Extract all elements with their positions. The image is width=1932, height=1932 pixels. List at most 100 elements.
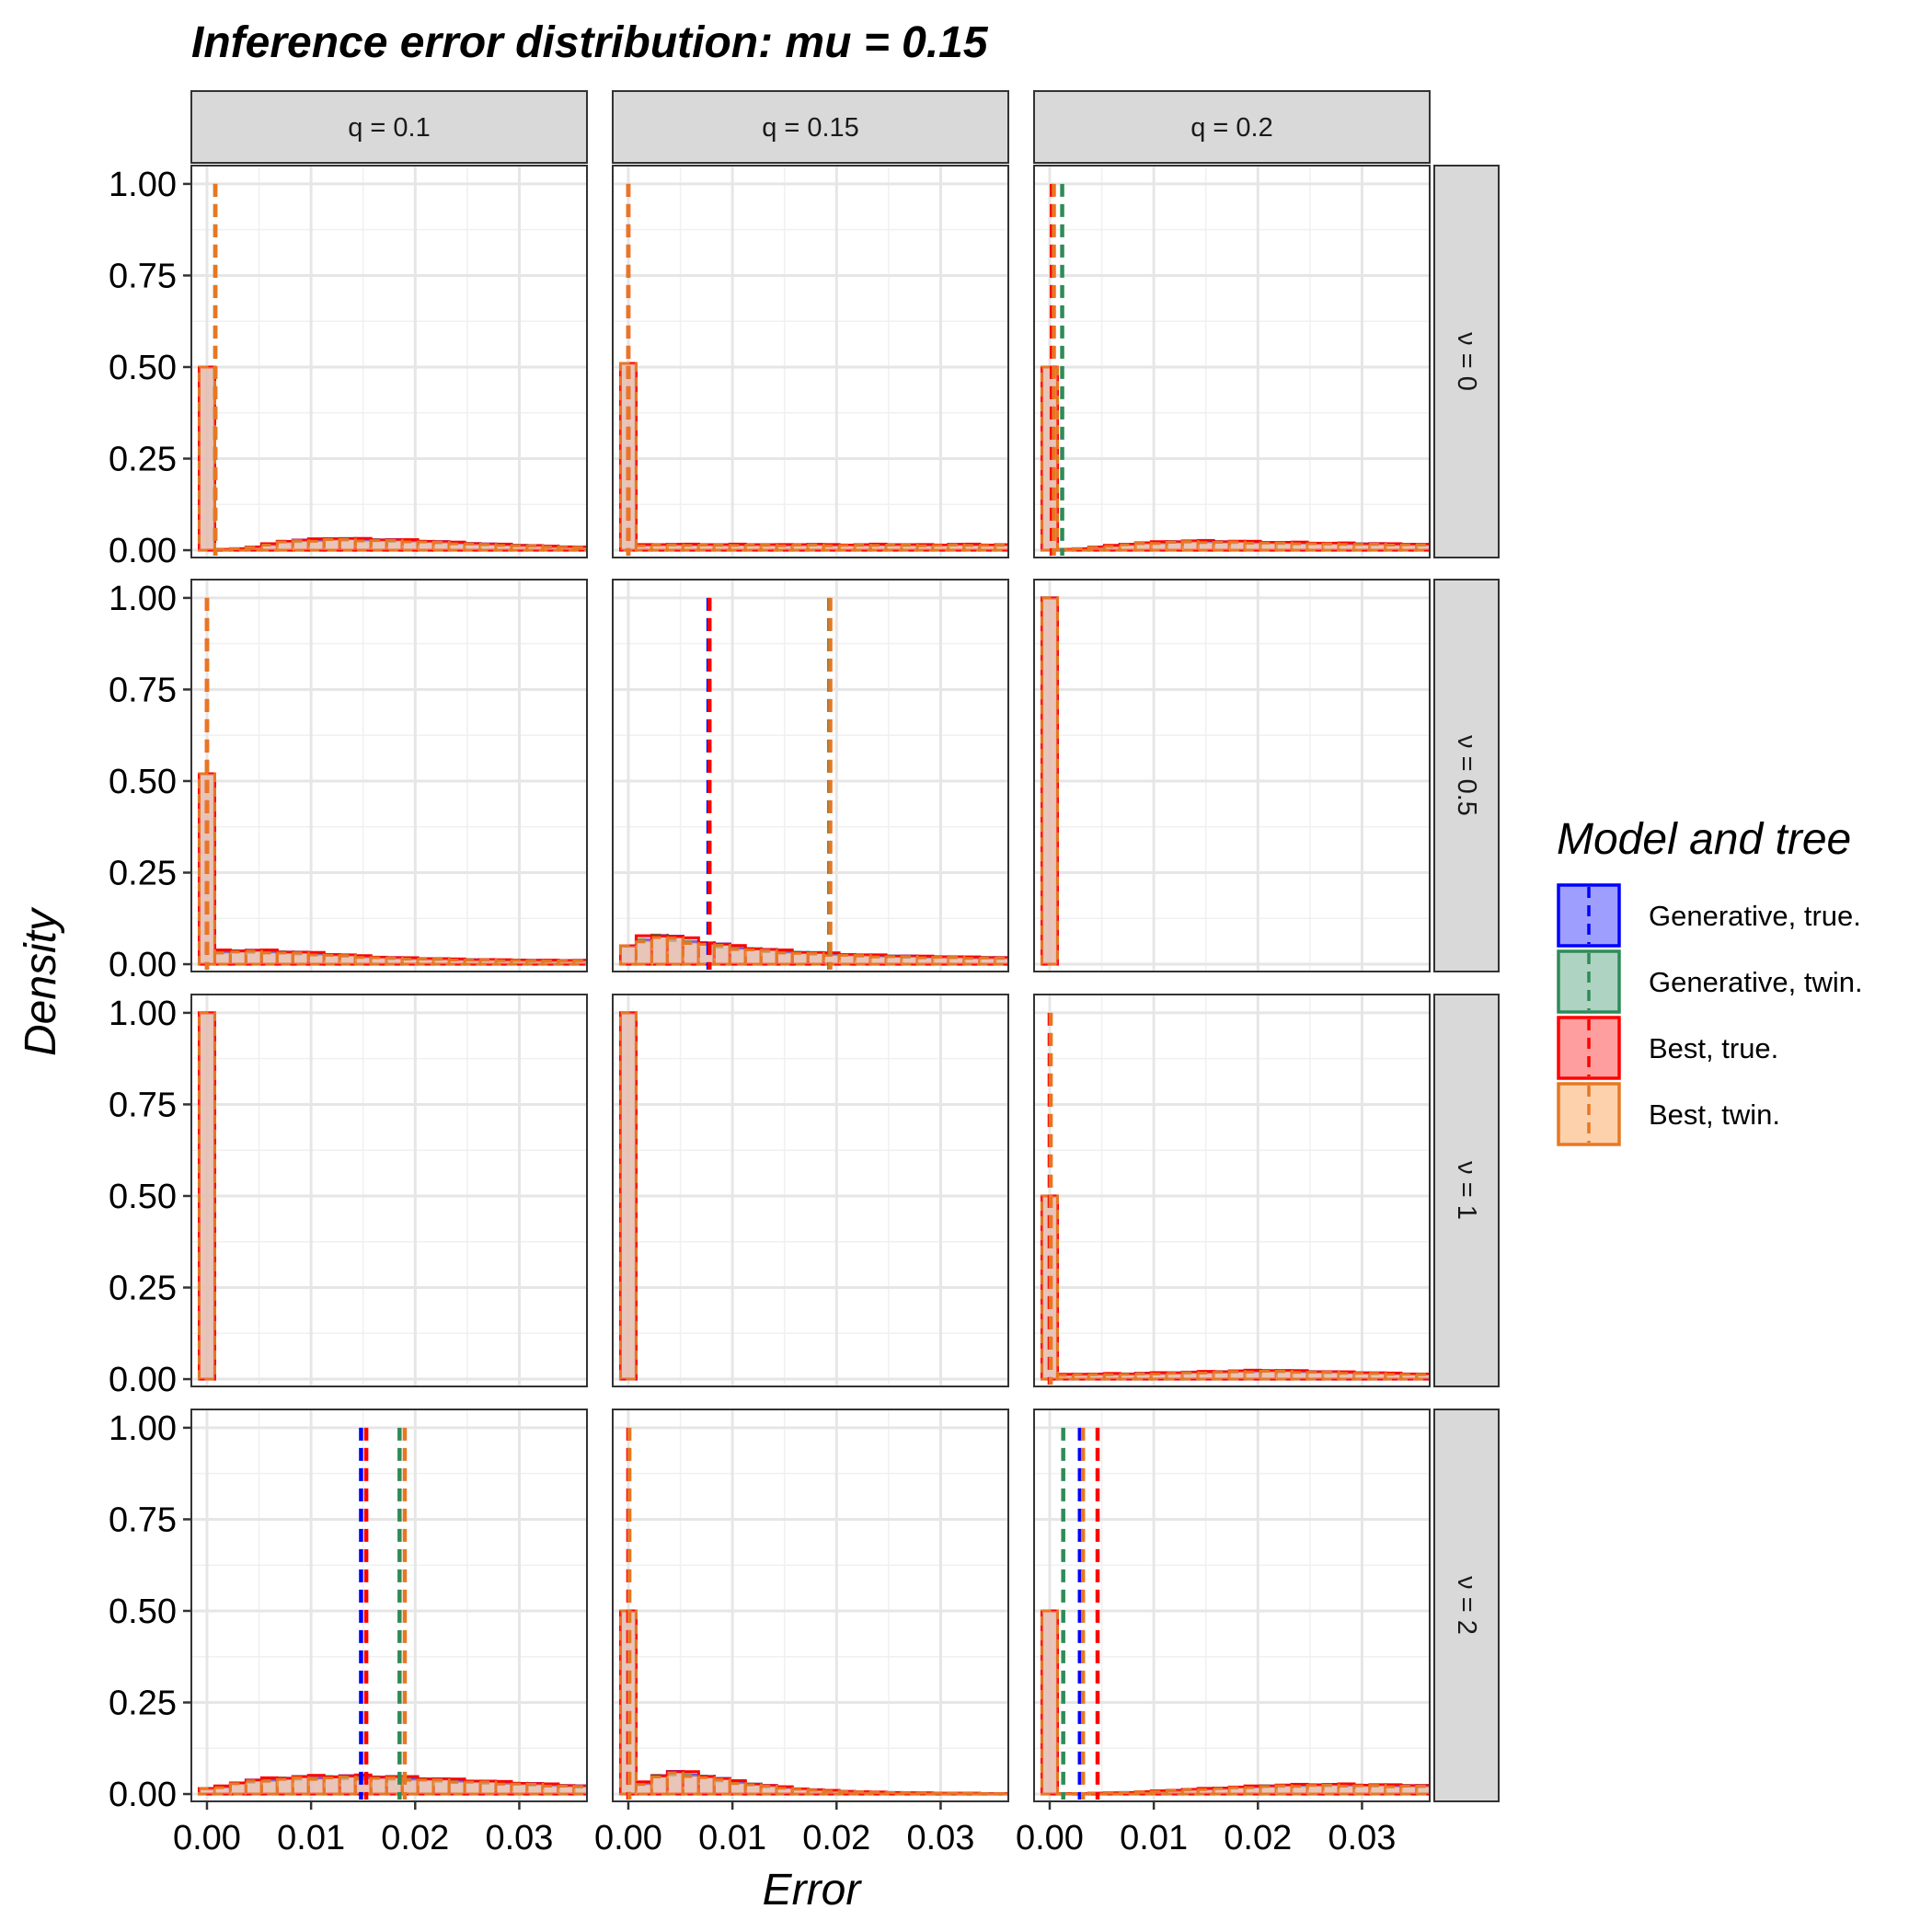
histogram-bar (447, 1780, 466, 1796)
histogram-bar (775, 951, 794, 966)
facet-panel-3: 0.00 0.25 0.50 0.75 1.00 (109, 579, 588, 984)
histogram-bar (1305, 542, 1325, 552)
histogram-bar (696, 543, 716, 552)
histogram-bar (947, 1791, 966, 1796)
histogram-bar (510, 1782, 529, 1796)
histogram-bar (463, 1780, 482, 1796)
histogram-bar (197, 1787, 216, 1796)
facet-panel-10: 0.00 0.01 0.02 0.03 (594, 1409, 1009, 1857)
histogram-bar (947, 543, 966, 552)
histogram-bar (478, 1780, 498, 1796)
histogram-bar (1274, 541, 1294, 552)
histogram-bar (806, 951, 825, 966)
histogram-bar (291, 1776, 310, 1796)
histogram-bar (369, 956, 388, 966)
histogram-bar (1055, 547, 1075, 552)
histogram-bar (931, 544, 950, 552)
histogram-bar (775, 1787, 794, 1796)
histogram-bar (494, 959, 513, 966)
histogram-bar (1087, 546, 1106, 552)
histogram-bar (1133, 1372, 1153, 1381)
histogram-bar (494, 544, 513, 552)
histogram-bar (1227, 540, 1247, 552)
histogram-bar (900, 544, 919, 552)
histogram-bar (618, 944, 638, 966)
y-tick-label: 0.25 (109, 1685, 177, 1723)
histogram-bar (759, 544, 778, 552)
histogram-bar (306, 1777, 326, 1796)
histogram-bar (1165, 1372, 1184, 1381)
histogram-bar (868, 1790, 888, 1796)
histogram-bar (1290, 1785, 1309, 1796)
facet-panel-7 (612, 994, 1009, 1387)
histogram-bar (712, 945, 731, 966)
histogram-bar (1399, 1785, 1419, 1796)
histogram-bar (291, 951, 310, 966)
histogram-bar (197, 365, 216, 552)
histogram-bar (681, 544, 700, 552)
facet-panel-0: 0.00 0.25 0.50 0.75 1.00 (109, 165, 588, 570)
histogram-bar (525, 959, 545, 966)
histogram-bar (259, 951, 279, 966)
legend-item-3: Best, twin. (1557, 1082, 1780, 1146)
histogram-bar (728, 948, 747, 966)
histogram-bar (962, 544, 982, 552)
histogram-bar (1196, 1371, 1215, 1381)
histogram-bars (1040, 596, 1059, 966)
histogram-bar (1305, 1784, 1325, 1796)
y-tick-label: 0.00 (109, 1361, 177, 1399)
histogram-bar (1133, 1790, 1153, 1796)
histogram-bar (1196, 1788, 1215, 1796)
histogram-bar (1259, 1370, 1278, 1381)
column-strip-0: q = 0.1 (190, 90, 588, 164)
histogram-bar (1274, 1369, 1294, 1381)
histogram-bar (1227, 1370, 1247, 1381)
histogram-bar (1305, 1371, 1325, 1381)
histogram-bar (853, 954, 872, 966)
histogram-bars (197, 1773, 587, 1796)
histogram-bar (1055, 1374, 1075, 1381)
histogram-bar (1290, 1371, 1309, 1381)
histogram-bar (884, 1791, 903, 1796)
y-tick-label: 0.00 (109, 1776, 177, 1814)
histogram-bar (962, 957, 982, 966)
histogram-bar (743, 1783, 763, 1796)
y-tick-label: 0.50 (109, 349, 177, 387)
x-tick-label: 0.03 (1328, 1819, 1396, 1857)
histogram-bar (353, 1777, 373, 1796)
histogram-bar (1368, 1784, 1387, 1796)
histogram-bar (557, 1785, 576, 1796)
histogram-bar (228, 950, 247, 966)
histogram-bar (1384, 543, 1403, 552)
row-strip-label: ν = 1 (1452, 1161, 1481, 1220)
histogram-bar (353, 956, 373, 966)
histogram-bar (759, 949, 778, 966)
facet-panel-5 (1033, 579, 1431, 972)
histogram-bar (275, 540, 294, 552)
legend-label: Generative, true. (1649, 900, 1861, 932)
histogram-bar (915, 1791, 935, 1796)
histogram-bar (1259, 541, 1278, 552)
histogram-bar (1212, 541, 1231, 552)
histogram-bar (837, 953, 857, 966)
column-strip-1: q = 0.15 (612, 90, 1009, 164)
facet-panel-1 (612, 165, 1009, 558)
histogram-bar (1415, 1373, 1430, 1381)
histogram-bar (1180, 540, 1200, 552)
histogram-bar (1149, 1789, 1168, 1796)
histogram-bar (1399, 543, 1419, 552)
histogram-bar (759, 1784, 778, 1796)
histogram-bar (322, 1777, 341, 1796)
histogram-bar (962, 1791, 982, 1796)
histogram-bar (259, 543, 279, 552)
histogram-bar (994, 544, 1008, 552)
histogram-bar (837, 544, 857, 552)
histogram-bar (463, 542, 482, 552)
row-strip-label: ν = 0 (1452, 332, 1481, 391)
histogram-bar (900, 955, 919, 966)
row-strip-0: ν = 0 (1433, 165, 1500, 558)
histogram-bar (1399, 1373, 1419, 1381)
histogram-bar (275, 1777, 294, 1796)
facet-panel-2 (1033, 165, 1431, 558)
histogram-bar (1118, 1373, 1137, 1381)
